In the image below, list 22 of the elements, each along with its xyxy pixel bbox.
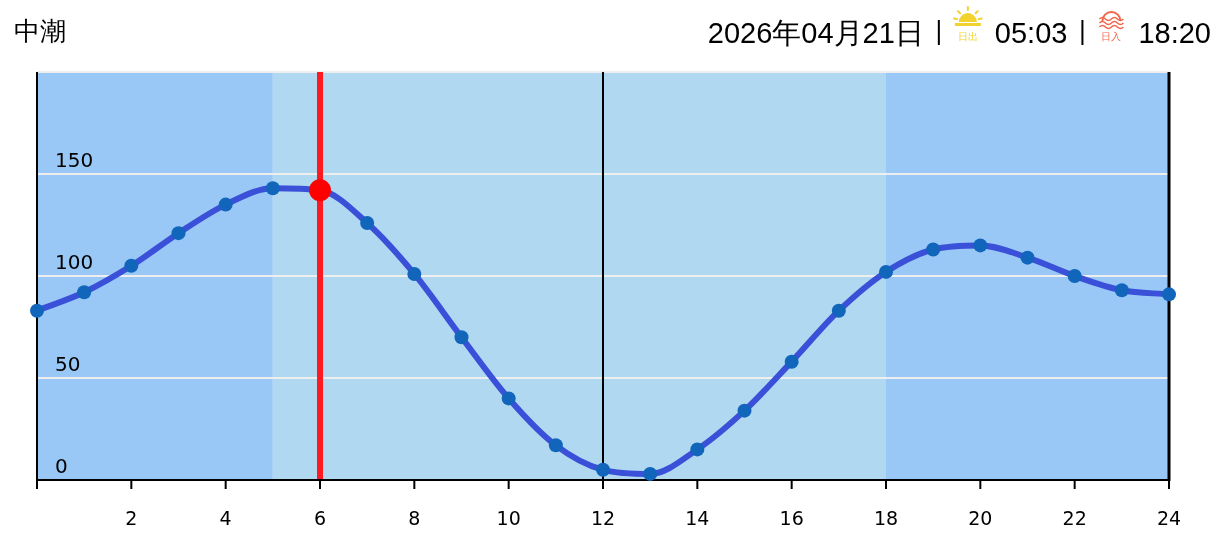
subtitle: 2026年04月21日 — [707, 17, 924, 49]
xtick-label: 10 — [496, 507, 521, 529]
xtick-label: 4 — [219, 507, 232, 529]
ytick-label: 0 — [55, 454, 68, 478]
title: 中潮 — [14, 16, 66, 46]
xtick-label: 2 — [125, 507, 138, 529]
ytick-label: 100 — [55, 250, 94, 274]
xtick-label: 6 — [313, 507, 327, 529]
xtick-label: 12 — [590, 507, 616, 529]
xtick-label: 18 — [873, 507, 899, 529]
xtick-label: 20 — [968, 507, 993, 529]
ytick-label: 50 — [55, 352, 81, 376]
icon-label: 日出 — [957, 31, 978, 42]
annotation: 05:03 — [994, 17, 1068, 49]
xtick-label: 24 — [1156, 507, 1182, 529]
icon-label: 日入 — [1101, 31, 1122, 42]
xtick-label: 8 — [408, 507, 421, 529]
ytick-label: 150 — [55, 148, 94, 172]
annotation: 18:20 — [1138, 17, 1211, 49]
xtick-label: 14 — [685, 507, 710, 529]
xtick-label: 22 — [1062, 507, 1087, 529]
xtick-label: 16 — [779, 507, 804, 529]
